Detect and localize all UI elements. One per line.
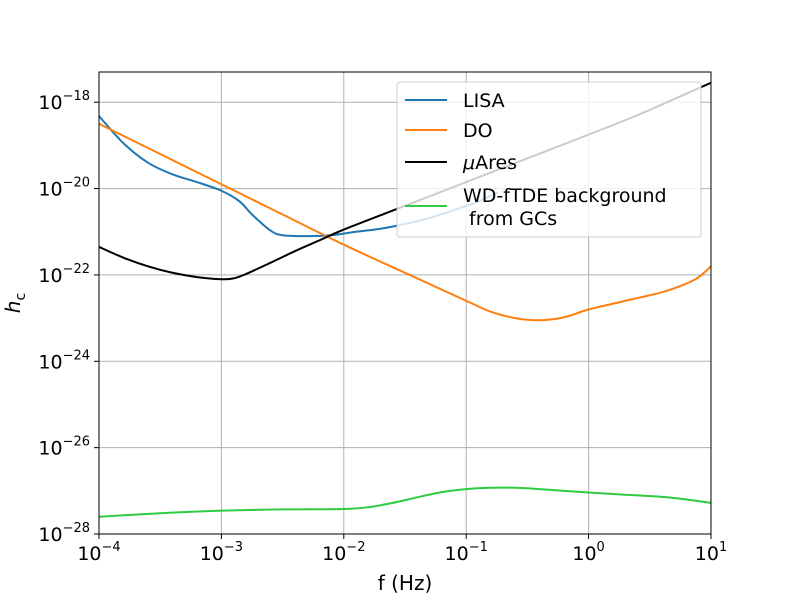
- y-tick-label-1: 10−20: [38, 176, 90, 201]
- x-tick-label-3: 10−1: [445, 540, 488, 565]
- legend-label-wd-line1: WD-fTDE background: [463, 185, 667, 207]
- tick-layer: 10−4 10−3 10−2 10−1 100 101 10−18 10−20 10−22 10−…: [38, 89, 727, 565]
- x-axis-label: f (Hz): [378, 571, 433, 595]
- plot-frame: [98, 71, 712, 535]
- x-tick-label-0: 10−4: [77, 540, 120, 565]
- y-axis-label: hc: [1, 293, 29, 313]
- x-tick-label-5: 101: [695, 540, 727, 565]
- y-tick-label-5: 10−28: [38, 521, 90, 546]
- y-axis-label-sub: c: [13, 293, 29, 301]
- y-axis-label-main: h: [1, 301, 25, 314]
- series-line-do: [99, 122, 711, 322]
- legend-label-muares-greek: μ: [462, 152, 475, 174]
- grid: [98, 72, 712, 535]
- y-tick-label-0: 10−18: [38, 89, 90, 114]
- legend-label-wd-line2: from GCs: [463, 208, 557, 230]
- legend-label-muares: μAres: [462, 152, 517, 174]
- y-tick-label-2: 10−22: [38, 262, 90, 287]
- y-tick-label-4: 10−26: [38, 435, 90, 460]
- legend-label-do: DO: [463, 120, 493, 142]
- legend-label-muares-rest: Ares: [475, 152, 517, 174]
- legend-box: [396, 81, 702, 238]
- x-tick-label-4: 100: [572, 540, 604, 565]
- legend-label-lisa: LISA: [463, 90, 505, 112]
- legend: LISA DO μAres WD-fTDE background from GC…: [396, 81, 702, 238]
- series-line-wd-ftde: [99, 486, 711, 518]
- x-tick-label-1: 10−3: [200, 540, 243, 565]
- y-tick-label-3: 10−24: [38, 348, 90, 373]
- x-tick-label-2: 10−2: [322, 540, 365, 565]
